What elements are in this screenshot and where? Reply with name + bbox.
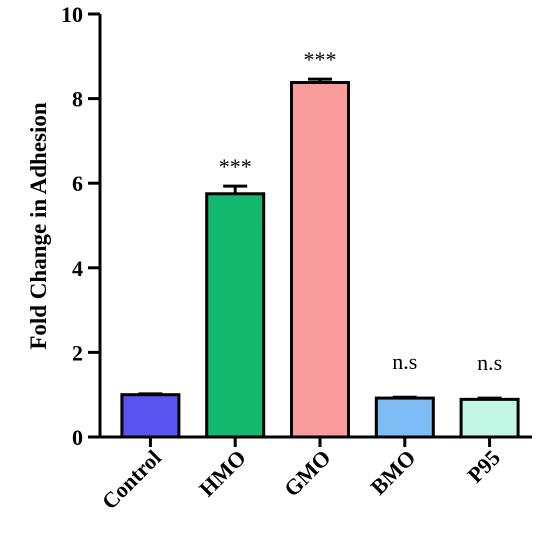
error-bars: [138, 77, 502, 400]
x-tick-label-bmo: BMO: [365, 445, 420, 500]
y-axis: 0 2 4 6 8 10: [61, 2, 102, 450]
significance-labels: *** *** n.s n.s: [219, 47, 502, 375]
significance-label-p95: n.s: [477, 350, 502, 375]
x-tick-label-hmo: HMO: [194, 445, 251, 502]
y-tick-label: 8: [72, 87, 83, 112]
y-tick-label: 6: [72, 171, 83, 196]
x-axis: Control HMO GMO BMO P95: [97, 435, 532, 514]
bar-hmo: [205, 192, 266, 439]
y-tick-label: 10: [61, 2, 83, 27]
significance-label-bmo: n.s: [392, 349, 417, 374]
bar-control: [120, 393, 181, 439]
y-tick-label: 4: [72, 256, 83, 281]
x-tick-label-p95: P95: [462, 445, 505, 488]
y-tick-label: 2: [72, 340, 83, 365]
x-tick-label-control: Control: [97, 445, 166, 514]
bar-p95: [459, 397, 520, 439]
y-axis-label: Fold Change in Adhesion: [26, 102, 51, 350]
y-ticks: 0 2 4 6 8 10: [61, 2, 100, 450]
y-tick-label: 0: [72, 425, 83, 450]
significance-label-hmo: ***: [219, 154, 252, 179]
bar-bmo: [374, 396, 435, 439]
x-tick-label-gmo: GMO: [279, 445, 336, 502]
significance-label-gmo: ***: [304, 47, 337, 72]
bars: [120, 81, 520, 439]
x-ticks: Control HMO GMO BMO P95: [97, 437, 505, 514]
bar-gmo: [290, 81, 350, 439]
